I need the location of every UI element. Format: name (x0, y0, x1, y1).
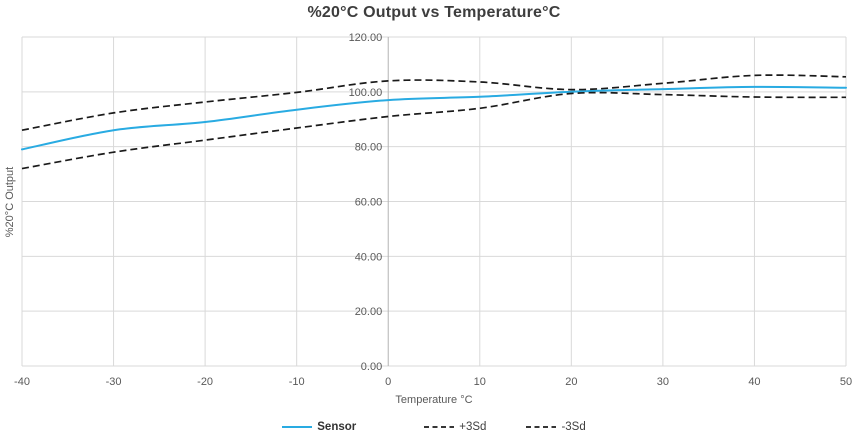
chart-title: %20°C Output vs Temperature°C (307, 4, 561, 21)
legend-line-sample-icon (424, 426, 455, 428)
y-tick-label: 20.00 (355, 306, 383, 318)
legend-line-sample-icon (282, 426, 313, 428)
y-tick-label: 120.00 (349, 32, 383, 44)
y-tick-label: 0.00 (361, 361, 382, 373)
y-tick-label: 60.00 (355, 197, 383, 209)
series-line-3sd (21, 74, 847, 132)
legend-label: -3Sd (561, 421, 586, 433)
x-tick-label: 40 (748, 376, 760, 388)
x-axis-title: Temperature °C (395, 394, 473, 406)
y-tick-label: 40.00 (355, 251, 383, 263)
series-line-3sd (21, 91, 847, 170)
x-tick-label: -20 (197, 376, 213, 388)
y-tick-label: 80.00 (355, 142, 383, 154)
x-tick-label: -30 (106, 376, 122, 388)
y-tick-label: 100.00 (349, 87, 383, 99)
x-tick-label: 0 (385, 376, 391, 388)
x-tick-label: 10 (474, 376, 486, 388)
legend-label: +3Sd (459, 421, 487, 433)
legend-line-sample-icon (526, 426, 557, 428)
legend-label: Sensor (317, 421, 357, 433)
x-tick-label: 50 (840, 376, 852, 388)
legend-item-3sd: -3Sd (526, 421, 586, 433)
x-tick-label: -10 (289, 376, 305, 388)
legend-item-3sd: +3Sd (424, 421, 486, 433)
x-tick-label: 20 (565, 376, 577, 388)
x-tick-label: 30 (657, 376, 669, 388)
legend: Sensor +3Sd -3Sd (22, 416, 846, 438)
series-line-sensor (21, 85, 847, 151)
x-tick-label: -40 (14, 376, 30, 388)
y-axis-title: %20°C Output (4, 166, 16, 238)
legend-item-sensor: Sensor (282, 421, 356, 433)
